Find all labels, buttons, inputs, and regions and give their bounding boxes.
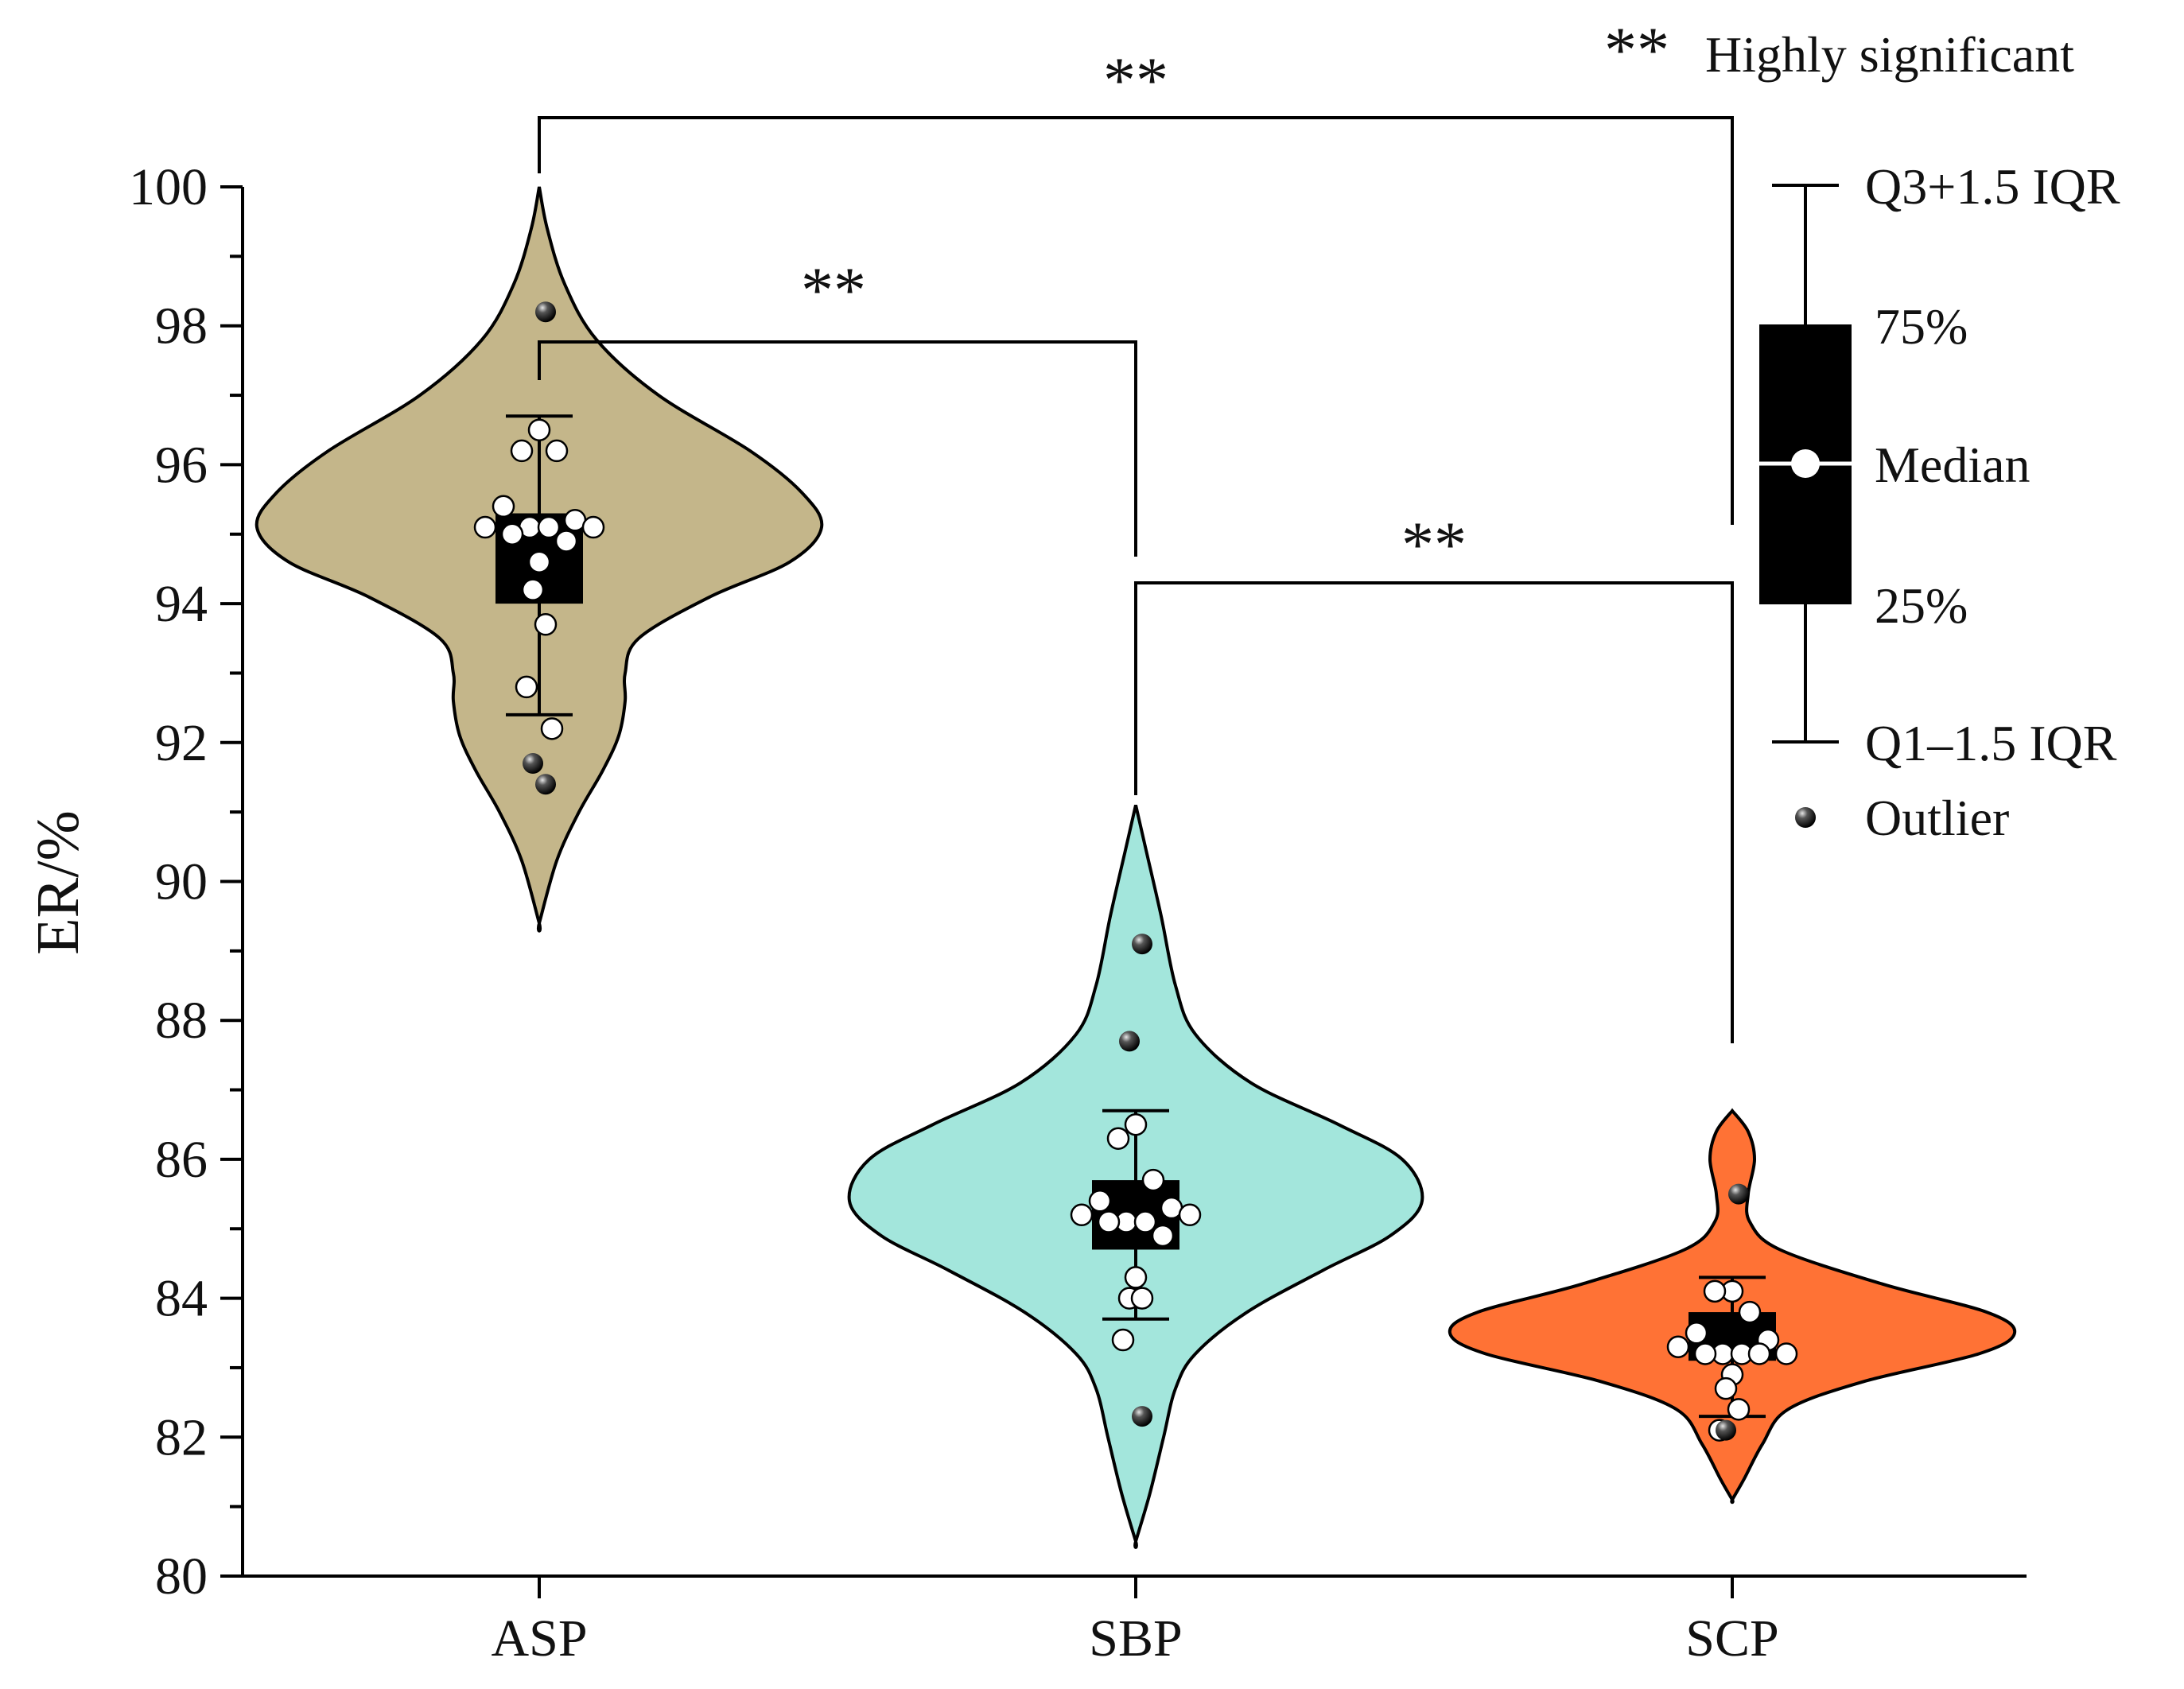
plot-area (255, 186, 2017, 1549)
outlier-point (1119, 1031, 1140, 1052)
y-tick-label: 88 (155, 992, 208, 1050)
legend-upper-whisker-label: Q3+1.5 IQR (1865, 158, 2120, 215)
data-point (515, 675, 538, 699)
data-point (545, 439, 569, 463)
data-point (1088, 1190, 1112, 1213)
legend: ** Highly significant Q3+1.5 IQR 75% Median 2… (1604, 14, 2120, 846)
data-point (1666, 1335, 1690, 1358)
violin-group-sbp (847, 804, 1424, 1549)
data-point (492, 495, 515, 518)
legend-median-label: Median (1875, 437, 2030, 493)
data-point (1747, 1342, 1771, 1365)
data-point (1133, 1210, 1157, 1233)
data-point (1738, 1300, 1762, 1324)
outlier-point (523, 753, 543, 775)
data-point (1774, 1342, 1798, 1365)
data-point (527, 418, 551, 441)
outlier-point (535, 301, 556, 323)
data-point (500, 522, 524, 546)
significance-bracket (538, 340, 1137, 557)
significance-bracket (538, 116, 1734, 525)
legend-q3-label: 75% (1875, 298, 1968, 355)
axes: 80 82 84 86 88 90 92 94 96 98 100 ASP SBP SCP ER/% (25, 158, 2027, 1668)
data-point (1685, 1322, 1708, 1345)
significance-label: ** (801, 254, 866, 326)
data-point (1124, 1112, 1148, 1136)
y-tick-label: 96 (155, 436, 208, 494)
legend-q1-label: 25% (1875, 577, 1968, 634)
y-tick-label: 84 (155, 1270, 208, 1328)
data-point (540, 717, 564, 740)
data-point (534, 613, 558, 636)
y-tick-label: 94 (155, 575, 208, 633)
data-point (537, 515, 561, 539)
outlier-point (1132, 1406, 1152, 1427)
data-point (1693, 1342, 1717, 1365)
y-tick-label: 90 (155, 853, 208, 911)
data-point (1141, 1168, 1165, 1192)
y-axis-title: ER/% (25, 810, 91, 955)
outlier-point (1132, 934, 1152, 955)
y-tick-label: 80 (155, 1547, 208, 1606)
data-point (521, 578, 545, 601)
legend-median-marker (1791, 449, 1820, 478)
legend-outlier-marker (1795, 807, 1816, 828)
x-tick-label: ASP (491, 1609, 587, 1668)
data-point (581, 515, 605, 539)
violin-group-asp (255, 186, 824, 933)
data-point (1097, 1210, 1121, 1233)
significance-label: ** (1103, 44, 1168, 116)
data-point (554, 530, 578, 553)
y-tick-label: 82 (155, 1408, 208, 1466)
data-point (527, 550, 551, 573)
significance-brackets: ** ** ** (538, 44, 1734, 1043)
y-tick-label: 100 (129, 158, 208, 216)
outlier-point (535, 774, 556, 795)
y-tick-label: 98 (155, 297, 208, 355)
data-point (1130, 1287, 1154, 1310)
data-point (1106, 1127, 1130, 1150)
x-tick-label: SCP (1685, 1609, 1778, 1668)
data-point (1703, 1279, 1727, 1303)
y-tick-label: 86 (155, 1131, 208, 1189)
data-point (1151, 1224, 1175, 1248)
y-tick-label: 92 (155, 714, 208, 772)
legend-significance-text: Highly significant (1705, 26, 2074, 83)
outlier-point (1716, 1419, 1736, 1441)
x-tick-label: SBP (1089, 1609, 1182, 1668)
data-point (510, 439, 534, 463)
significance-label: ** (1401, 508, 1467, 580)
data-point (1111, 1328, 1135, 1352)
data-point (1714, 1376, 1738, 1400)
data-point (473, 515, 497, 539)
significance-bracket (1134, 581, 1734, 1043)
data-point (1124, 1266, 1148, 1289)
outlier-point (1728, 1183, 1749, 1205)
data-point (1727, 1398, 1751, 1421)
legend-significance-symbol: ** (1604, 14, 1669, 86)
violin-group-scp (1448, 1108, 2017, 1505)
data-point (1178, 1203, 1202, 1227)
data-point (1070, 1203, 1094, 1227)
legend-outlier-label: Outlier (1865, 790, 2009, 846)
legend-lower-whisker-label: Q1–1.5 IQR (1865, 715, 2117, 771)
